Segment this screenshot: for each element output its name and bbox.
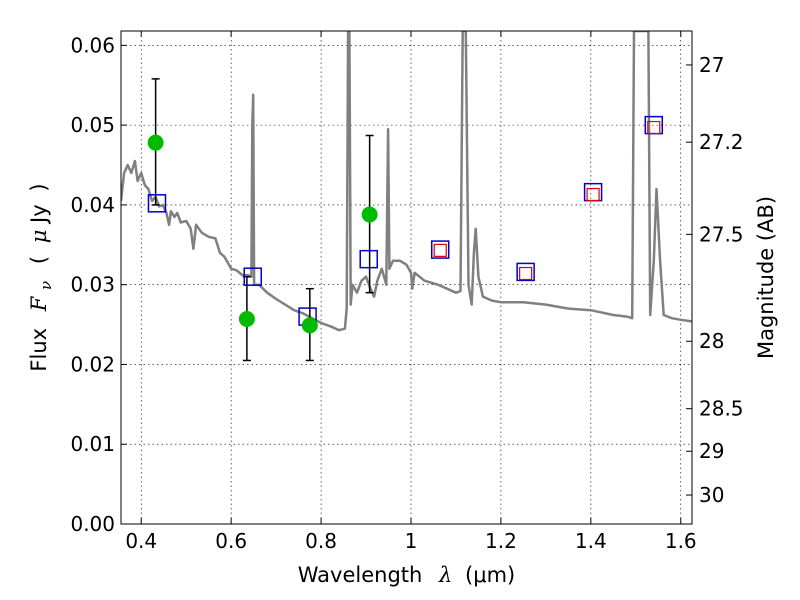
y-tick-label: 0.00 — [70, 512, 115, 536]
y-axis-label-text: Flux — [27, 328, 51, 372]
x-axis-label-symbol: λ — [438, 563, 452, 587]
y-tick-label: 0.06 — [70, 33, 115, 57]
y2-tick-label: 28 — [699, 329, 724, 353]
x-tick-label: 0.8 — [305, 529, 337, 553]
x-axis-label-unit: (μm) — [465, 563, 515, 587]
x-tick-label: 1.2 — [485, 529, 517, 553]
model-square-red — [519, 266, 533, 281]
y2-tick-label: 30 — [699, 483, 724, 507]
model-square-blue — [243, 267, 262, 286]
observed-point — [238, 310, 255, 327]
errorbar-layer — [151, 78, 374, 362]
y-axis-label-subscript: ν — [37, 281, 55, 290]
y2-tick-label: 28.5 — [699, 397, 744, 421]
y2-tick-label: 29 — [699, 439, 724, 463]
y-axis-label: Flux F ν ( μ Jy ) — [27, 183, 56, 371]
observed-point — [147, 134, 164, 151]
y-tick-label: 0.01 — [70, 432, 115, 456]
y-axis-label-unit: Jy — [27, 204, 51, 225]
model-square-blue — [147, 194, 167, 213]
model-square-red — [586, 187, 600, 202]
grid-lines — [121, 31, 692, 525]
x-tick-label: 1.6 — [665, 529, 697, 553]
marker-layer — [147, 115, 664, 334]
model-square-blue — [430, 240, 450, 259]
model-square-red — [647, 120, 661, 135]
observed-point — [361, 206, 378, 223]
y-tick-label: 0.02 — [70, 352, 115, 376]
x-tick-label: 0.4 — [125, 529, 157, 553]
y2-tick-label: 27.5 — [699, 222, 744, 246]
y-axis-label-symbol: F — [27, 295, 51, 312]
y2-tick-label: 27.2 — [699, 130, 744, 154]
x-tick-label: 0.6 — [215, 529, 247, 553]
model-square-blue — [516, 262, 535, 282]
plot-frame — [120, 30, 693, 525]
observed-point — [301, 317, 318, 334]
y-axis-label-open: ( — [27, 256, 51, 264]
x-tick-label: 1.4 — [575, 529, 607, 553]
model-square-red — [433, 243, 447, 257]
x-axis-label: Wavelength λ (μm) — [298, 563, 515, 587]
tick-layer: 0.4 0.6 0.8 1 1.2 1.4 1.6 0.00 0.01 0.02 0.03 0.04 0… — [70, 31, 744, 553]
y-tick-label: 0.05 — [70, 113, 115, 137]
y-axis-label-mu: μ — [27, 230, 51, 244]
y2-axis-label: Magnitude (AB) — [754, 196, 778, 359]
model-square-blue — [359, 249, 378, 269]
y-tick-label: 0.03 — [70, 273, 115, 297]
spectrum-line — [121, 31, 692, 332]
template-spectrum-layer — [121, 31, 692, 332]
x-axis-label-text: Wavelength — [298, 563, 423, 587]
y-axis-label-close: ) — [27, 183, 51, 191]
x-tick-label: 1 — [405, 529, 418, 553]
y-tick-label: 0.04 — [70, 193, 115, 217]
y2-tick-label: 27 — [699, 53, 724, 77]
